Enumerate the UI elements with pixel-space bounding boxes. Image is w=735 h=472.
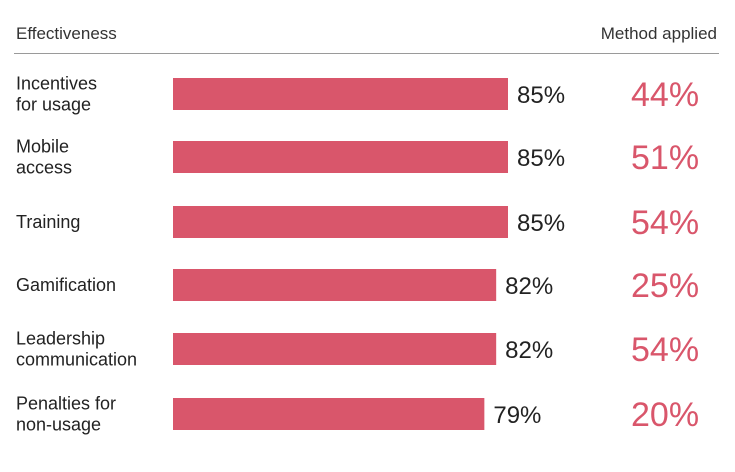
effectiveness-bar	[173, 333, 497, 365]
effectiveness-value-label: 85%	[517, 82, 565, 109]
effectiveness-bar	[173, 269, 497, 301]
effectiveness-value-label: 85%	[517, 210, 565, 237]
effectiveness-value-label: 82%	[505, 273, 553, 300]
method-applied-value: 25%	[631, 267, 699, 305]
effectiveness-bar	[173, 78, 508, 110]
method-applied-value: 54%	[631, 331, 699, 369]
effectiveness-bar	[173, 206, 508, 238]
effectiveness-value-label: 85%	[517, 145, 565, 172]
method-applied-value: 20%	[631, 396, 699, 434]
category-label: Leadership communication	[16, 329, 137, 370]
category-label: Incentives for usage	[16, 74, 97, 115]
header-divider	[14, 53, 719, 54]
category-label: Penalties for non-usage	[16, 394, 116, 435]
method-applied-value: 44%	[631, 76, 699, 114]
category-label: Gamification	[16, 275, 116, 295]
effectiveness-value-label: 79%	[493, 402, 541, 429]
effectiveness-value-label: 82%	[505, 337, 553, 364]
effectiveness-bar	[173, 141, 508, 173]
method-applied-header: Method applied	[600, 24, 717, 43]
effectiveness-header: Effectiveness	[16, 24, 117, 43]
method-applied-value: 54%	[631, 204, 699, 242]
category-label: Mobile access	[16, 137, 72, 178]
category-label: Training	[16, 212, 80, 232]
method-applied-value: 51%	[631, 139, 699, 177]
effectiveness-bar	[173, 398, 485, 430]
